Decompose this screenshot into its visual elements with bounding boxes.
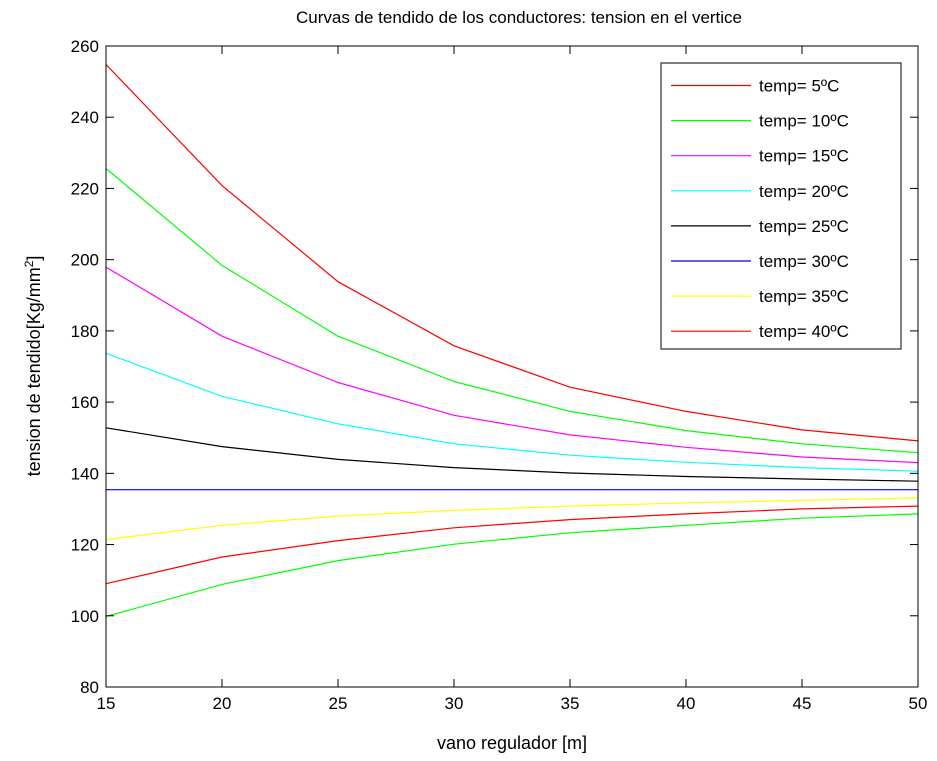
series-line-2 bbox=[105, 168, 919, 454]
legend-label: temp= 5ºC bbox=[759, 77, 839, 96]
series-line-4 bbox=[105, 352, 919, 472]
y-tick-label: 80 bbox=[80, 678, 99, 697]
x-tick-label: 40 bbox=[677, 694, 696, 713]
x-axis-label: vano regulador [m] bbox=[437, 733, 587, 753]
series-line-1 bbox=[105, 64, 919, 442]
series-line-8 bbox=[105, 505, 919, 585]
ticks-layer: 15 20 25 30 35 40 45 50 80 100 120 140 160 180 200 220 2… bbox=[71, 37, 928, 713]
legend-label: temp= 35ºC bbox=[759, 287, 849, 306]
y-tick-label: 200 bbox=[71, 251, 99, 270]
legend-box bbox=[660, 62, 902, 350]
y-axis-label-suffix: ] bbox=[24, 256, 44, 261]
axes-frame bbox=[105, 45, 919, 688]
legend-label: temp= 20ºC bbox=[759, 182, 849, 201]
legend-label: temp= 10ºC bbox=[759, 112, 849, 131]
legend-label: temp= 30ºC bbox=[759, 252, 849, 271]
series-layer bbox=[105, 64, 919, 618]
x-tick-label: 25 bbox=[329, 694, 348, 713]
series-line-5 bbox=[105, 427, 919, 482]
y-tick-label: 140 bbox=[71, 464, 99, 483]
x-tick-label: 35 bbox=[561, 694, 580, 713]
y-tick-label: 240 bbox=[71, 108, 99, 127]
series-line-3 bbox=[105, 266, 919, 464]
x-tick-label: 30 bbox=[445, 694, 464, 713]
y-tick-label: 160 bbox=[71, 393, 99, 412]
chart-title: Curvas de tendido de los conductores: te… bbox=[296, 8, 742, 27]
y-tick-label: 180 bbox=[71, 322, 99, 341]
x-tick-label: 20 bbox=[213, 694, 232, 713]
series-line-9 bbox=[105, 513, 919, 618]
y-axis-label-superscript: 2 bbox=[22, 260, 36, 267]
legend-label: temp= 15ºC bbox=[759, 147, 849, 166]
y-axis-label: tension de tendido[Kg/mm2] bbox=[22, 256, 44, 477]
y-axis-label-main: tension de tendido[Kg/mm bbox=[24, 267, 44, 476]
x-tick-label: 15 bbox=[97, 694, 116, 713]
x-tick-label: 50 bbox=[909, 694, 928, 713]
legend: temp= 5ºC temp= 10ºC temp= 15ºC temp= 20ºC t… bbox=[660, 62, 902, 350]
series-line-7 bbox=[105, 497, 919, 541]
y-tick-label: 100 bbox=[71, 607, 99, 626]
y-tick-label: 120 bbox=[71, 536, 99, 555]
x-tick-label: 45 bbox=[793, 694, 812, 713]
y-tick-label: 220 bbox=[71, 179, 99, 198]
legend-label: temp= 40ºC bbox=[759, 322, 849, 341]
y-tick-label: 260 bbox=[71, 37, 99, 56]
legend-label: temp= 25ºC bbox=[759, 217, 849, 236]
